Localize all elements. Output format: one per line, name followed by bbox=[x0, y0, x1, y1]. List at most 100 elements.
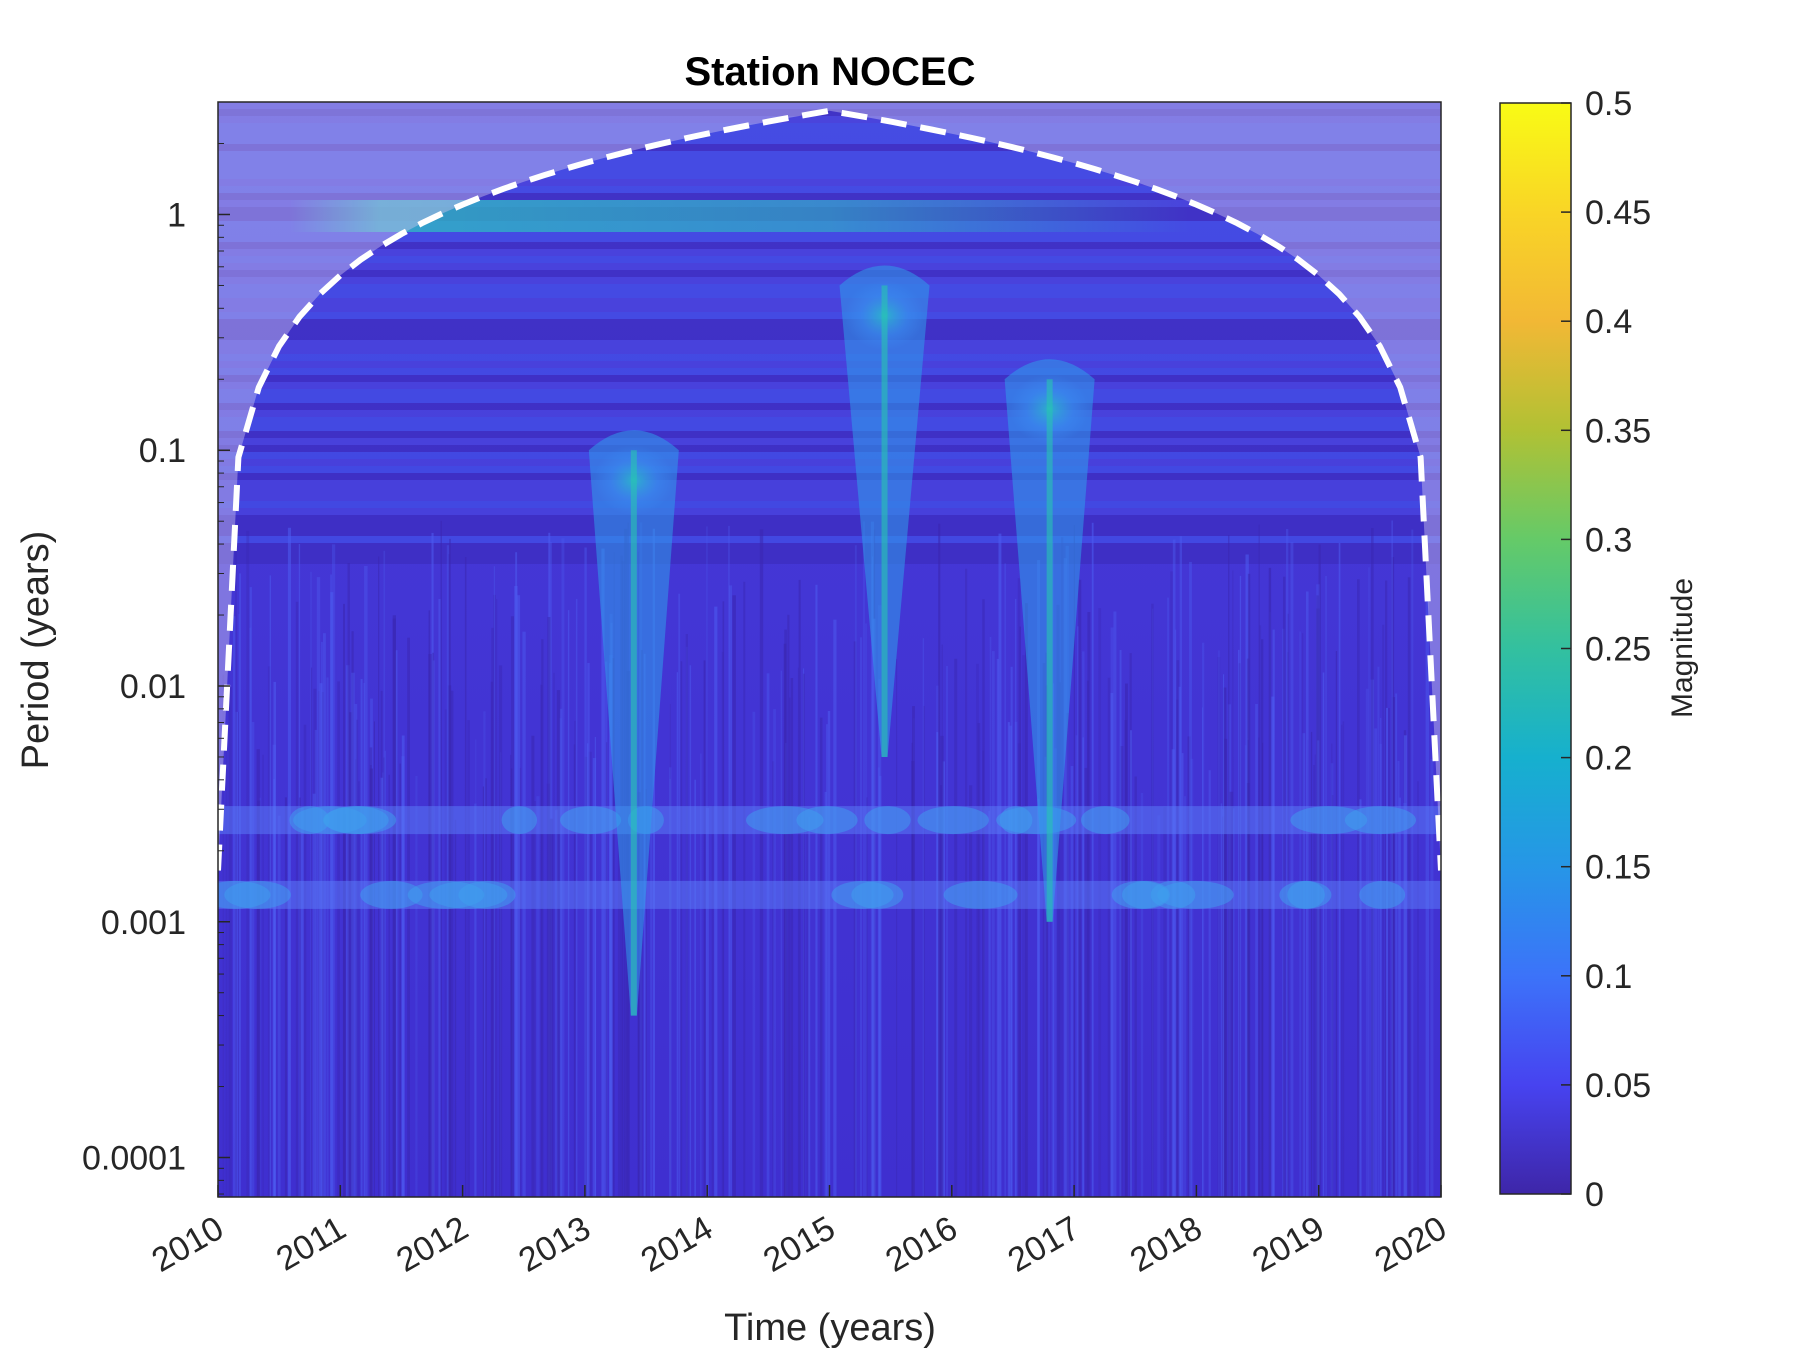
streak bbox=[1258, 524, 1260, 1197]
streak bbox=[1255, 704, 1258, 1197]
stripe bbox=[218, 312, 1441, 319]
streak bbox=[298, 544, 301, 1197]
streak bbox=[911, 742, 913, 1197]
band-hotspot bbox=[1359, 880, 1406, 909]
band-hotspot bbox=[999, 806, 1033, 835]
feature-core bbox=[630, 450, 637, 1016]
stripe bbox=[218, 410, 1441, 417]
streak bbox=[637, 792, 641, 1197]
streak bbox=[806, 816, 810, 1197]
stripe bbox=[218, 487, 1441, 494]
stripe bbox=[218, 508, 1441, 515]
streak bbox=[976, 663, 979, 1197]
streak bbox=[1190, 758, 1194, 1197]
stripe bbox=[218, 361, 1441, 368]
streak bbox=[490, 681, 493, 1197]
streak bbox=[1391, 520, 1393, 1197]
stripe bbox=[218, 298, 1441, 305]
streak bbox=[1042, 663, 1046, 1197]
streak bbox=[277, 815, 281, 1197]
cone-of-influence-shading bbox=[218, 102, 1441, 1197]
streak bbox=[601, 548, 605, 1197]
streak bbox=[610, 622, 613, 1197]
streak bbox=[645, 789, 647, 1197]
streak bbox=[824, 791, 827, 1197]
streak bbox=[500, 752, 502, 1197]
streak bbox=[1247, 739, 1249, 1197]
streak bbox=[407, 637, 410, 1197]
streak bbox=[256, 749, 260, 1197]
stripe bbox=[218, 326, 1441, 333]
streak bbox=[1374, 728, 1378, 1197]
streak bbox=[246, 530, 250, 1197]
streak bbox=[498, 665, 503, 1197]
streak bbox=[1261, 639, 1264, 1197]
streak bbox=[1299, 631, 1301, 1197]
streak bbox=[1382, 624, 1385, 1197]
streak bbox=[878, 679, 881, 1197]
streak bbox=[1398, 797, 1401, 1197]
streak bbox=[676, 672, 678, 1197]
y-axis-ticks: 1 0.1 0.01 0.001 0.0001 bbox=[82, 101, 230, 1195]
streak bbox=[446, 545, 450, 1197]
streak bbox=[1302, 733, 1306, 1197]
stripe bbox=[218, 186, 1441, 193]
streak bbox=[288, 803, 290, 1197]
streak bbox=[273, 779, 276, 1197]
streak bbox=[1184, 796, 1186, 1197]
streak bbox=[594, 737, 596, 1197]
streak bbox=[1175, 699, 1179, 1197]
streak bbox=[772, 761, 775, 1197]
y-tick-label: 1 bbox=[167, 196, 186, 234]
stripe bbox=[218, 347, 1441, 354]
streak bbox=[1120, 746, 1124, 1197]
streak bbox=[1282, 628, 1285, 1197]
streak bbox=[826, 724, 828, 1197]
streak bbox=[609, 655, 613, 1197]
streak bbox=[1163, 807, 1167, 1197]
streak bbox=[1179, 536, 1182, 1197]
streak bbox=[287, 527, 291, 1197]
streak bbox=[574, 720, 576, 1197]
streak bbox=[491, 627, 494, 1197]
streak bbox=[1217, 657, 1221, 1197]
streak bbox=[432, 652, 434, 1197]
streak bbox=[1403, 735, 1407, 1197]
streak bbox=[559, 708, 563, 1197]
streak bbox=[1202, 707, 1203, 1197]
streak bbox=[1388, 708, 1390, 1197]
streak bbox=[249, 627, 252, 1197]
low-frequency-stripes bbox=[218, 102, 1441, 564]
streak bbox=[235, 534, 237, 1197]
streak bbox=[1010, 666, 1013, 1197]
streak bbox=[1053, 748, 1057, 1197]
colorbar-tick-label: 0.4 bbox=[1585, 303, 1632, 341]
streak bbox=[1178, 686, 1181, 1197]
y-tick-label: 0.01 bbox=[120, 668, 186, 706]
scalogram-area bbox=[218, 102, 1441, 1197]
streak bbox=[326, 677, 329, 1197]
streak bbox=[1316, 740, 1320, 1197]
streak bbox=[1061, 537, 1064, 1197]
streak bbox=[321, 641, 323, 1197]
streak bbox=[584, 547, 587, 1197]
streak bbox=[685, 646, 688, 1197]
streak bbox=[454, 819, 457, 1197]
stripe bbox=[218, 494, 1441, 501]
streak bbox=[1202, 642, 1205, 1197]
x-tick-label: 2011 bbox=[270, 1209, 352, 1278]
streak bbox=[541, 639, 544, 1197]
stripe bbox=[218, 165, 1441, 172]
streak bbox=[1287, 652, 1289, 1197]
streak bbox=[467, 720, 470, 1197]
streak bbox=[553, 672, 555, 1197]
colorbar-tick-label: 0.35 bbox=[1585, 412, 1651, 450]
streak bbox=[284, 797, 287, 1197]
streak bbox=[369, 765, 372, 1197]
streak bbox=[354, 759, 357, 1197]
streak bbox=[728, 525, 730, 1197]
streak bbox=[643, 653, 646, 1197]
streak bbox=[475, 739, 477, 1197]
streak bbox=[474, 803, 477, 1197]
